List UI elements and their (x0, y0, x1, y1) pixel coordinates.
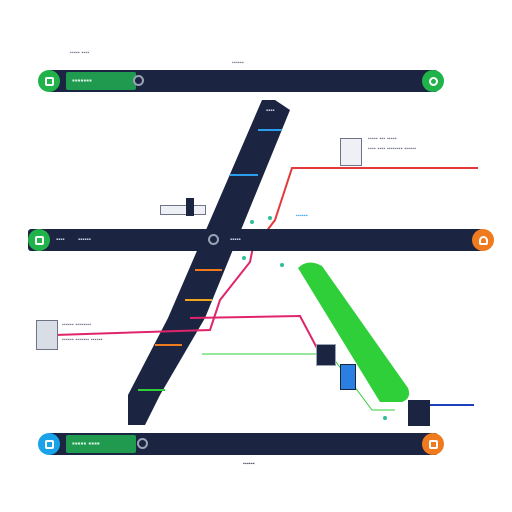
left-lower-line1: ▪▪▪▪▪▪ ▪▪▪▪▪▪▪▪ (62, 322, 92, 328)
teal-dot-4 (383, 416, 387, 420)
left-tag-marker (186, 198, 194, 216)
pink-connector-2 (189, 314, 319, 351)
pink-connector (54, 231, 257, 336)
blue-device-icon (340, 364, 356, 390)
left-lower-card-icon (36, 320, 58, 350)
middle-center-label: ▪▪▪▪▪ (230, 237, 241, 243)
dark-diagonal-track (128, 100, 290, 425)
left-lower-line2: ▪▪▪▪▪▪ ▪▪▪▪▪▪▪ ▪▪▪▪▪▪ (62, 337, 103, 343)
upper-right-line2: ▪▪▪▪ ▪▪▪▪ ▪▪▪▪▪▪▪▪ ▪▪▪▪▪▪ (368, 146, 417, 152)
bottom-right-grid-icon[interactable] (422, 433, 444, 455)
bottom-node-icon (137, 438, 148, 449)
green-diagonal-track (298, 262, 410, 402)
middle-right-flame-icon[interactable] (472, 229, 494, 251)
top-header-small-text: ▪▪▪▪▪ ▪▪▪▪ (70, 50, 90, 56)
top-bar (48, 70, 438, 92)
mid-right-tag: ▪▪▪▪▪▪ (296, 213, 308, 219)
middle-left-square-icon[interactable] (28, 229, 50, 251)
teal-dot-1 (250, 220, 254, 224)
server-device-icon (316, 344, 336, 366)
footer-label: ▪▪▪▪▪▪ (243, 461, 255, 467)
teal-dot-2 (268, 216, 272, 220)
teal-dot-6 (242, 256, 246, 260)
top-right-leaf-icon[interactable] (422, 70, 444, 92)
middle-node-icon (208, 234, 219, 245)
diagonal-tag: ▪▪▪▪ (266, 108, 275, 114)
bottom-left-monitor-icon[interactable] (38, 433, 60, 455)
teal-dot-3 (280, 263, 284, 267)
bottom-badge: ▪▪▪▪▪ ▪▪▪▪ (66, 435, 136, 453)
top-left-square-icon[interactable] (38, 70, 60, 92)
top-badge: ▪▪▪▪▪▪▪ (66, 72, 136, 90)
top-node-icon (133, 75, 144, 86)
dark-device-icon (408, 400, 430, 426)
middle-left-label-b: ▪▪▪▪▪▪ (78, 237, 91, 243)
upper-right-line1: ▪▪▪▪▪ ▪▪▪ ▪▪▪▪▪ (368, 136, 397, 142)
middle-bar (28, 229, 483, 251)
middle-left-label-a: ▪▪▪▪ (56, 237, 65, 243)
top-center-label: ▪▪▪▪▪▪ (232, 60, 244, 66)
upper-right-card-icon (340, 138, 362, 166)
left-tag-box (160, 205, 206, 215)
